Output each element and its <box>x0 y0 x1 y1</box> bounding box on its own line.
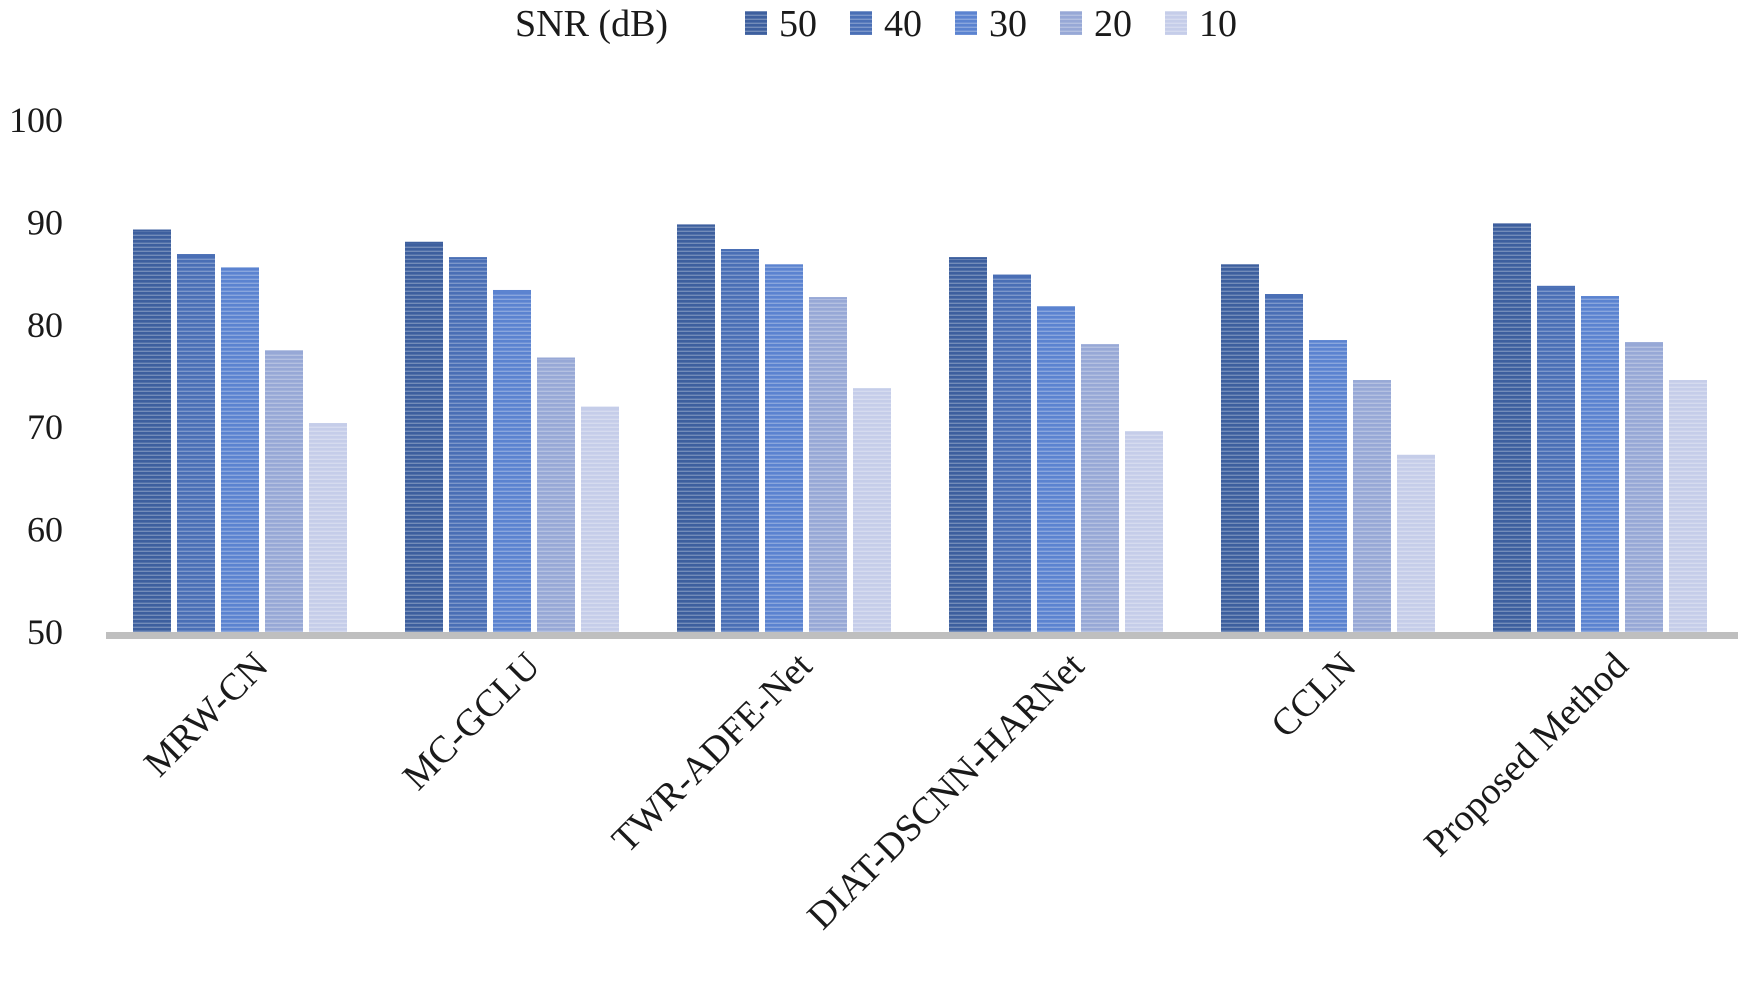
bar-proposed-method-snr-20 <box>1625 342 1663 632</box>
bar-cap <box>1397 454 1435 457</box>
bar-cap <box>493 289 531 292</box>
y-tick-label: 70 <box>27 407 63 447</box>
bar-diat-dscnn-harnet-snr-50 <box>949 257 987 632</box>
bar-cap <box>537 357 575 360</box>
bar-ccln-snr-10 <box>1397 454 1435 632</box>
bar-cap <box>1125 431 1163 434</box>
bar-mc-gclu-snr-10 <box>581 406 619 632</box>
x-category-label: MC-GCLU <box>395 645 549 799</box>
bar-cap <box>1537 285 1575 288</box>
x-category-label: Proposed Method <box>1416 645 1636 865</box>
bar-cap <box>177 254 215 257</box>
legend-swatch <box>850 11 872 35</box>
bar-cap <box>993 274 1031 277</box>
bar-diat-dscnn-harnet-snr-40 <box>993 274 1031 632</box>
bar-cap <box>949 257 987 260</box>
bar-proposed-method-snr-10 <box>1669 380 1707 632</box>
bar-ccln-snr-40 <box>1265 294 1303 632</box>
bar-mrw-cn-snr-40 <box>177 254 215 633</box>
legend-label: 30 <box>989 3 1027 45</box>
bar-mrw-cn-snr-30 <box>221 267 259 632</box>
legend-swatch <box>1060 11 1082 35</box>
bar-mc-gclu-snr-20 <box>537 357 575 632</box>
x-category-label: TWR-ADFE-Net <box>604 644 821 861</box>
x-category-label: MRW-CN <box>136 645 276 785</box>
bar-twr-adfe-net-snr-20 <box>809 297 847 632</box>
bar-mc-gclu-snr-30 <box>493 289 531 632</box>
bar-cap <box>677 224 715 227</box>
x-category-label: CCLN <box>1263 645 1364 746</box>
bar-cap <box>1265 294 1303 297</box>
bar-mrw-cn-snr-50 <box>133 229 171 632</box>
bar-cap <box>1037 306 1075 309</box>
legend-label: 40 <box>884 3 922 45</box>
bar-mrw-cn-snr-10 <box>309 423 347 632</box>
bar-ccln-snr-20 <box>1353 380 1391 632</box>
bar-cap <box>809 297 847 300</box>
bar-ccln-snr-50 <box>1221 264 1259 632</box>
bar-cap <box>1081 344 1119 347</box>
bar-cap <box>1669 380 1707 383</box>
x-axis-baseline <box>106 632 1738 639</box>
bar-cap <box>765 264 803 267</box>
legend-label: 10 <box>1199 3 1237 45</box>
bar-twr-adfe-net-snr-10 <box>853 388 891 632</box>
legend-swatch <box>745 11 767 35</box>
bar-cap <box>405 241 443 244</box>
x-axis: MRW-CN MC-GCLU TWR-ADFE-NetDIAT-DSCNN-HARN… <box>136 644 1636 937</box>
legend-label: 50 <box>779 3 817 45</box>
legend: SNR (dB) 50 40 30 20 10 <box>515 3 1237 45</box>
bar-cap <box>221 267 259 270</box>
legend-title: SNR (dB) <box>515 3 668 45</box>
bar-cap <box>581 406 619 409</box>
y-tick-label: 90 <box>27 202 63 242</box>
bar-proposed-method-snr-40 <box>1537 285 1575 632</box>
legend-swatch <box>1165 11 1187 35</box>
bars <box>133 223 1707 633</box>
bar-cap <box>1221 264 1259 267</box>
bar-twr-adfe-net-snr-30 <box>765 264 803 632</box>
bar-cap <box>721 249 759 252</box>
bar-mc-gclu-snr-50 <box>405 241 443 632</box>
bar-diat-dscnn-harnet-snr-30 <box>1037 306 1075 632</box>
bar-twr-adfe-net-snr-40 <box>721 249 759 633</box>
legend-swatch <box>955 11 977 35</box>
bar-cap <box>1353 380 1391 383</box>
bar-cap <box>1309 340 1347 343</box>
bar-diat-dscnn-harnet-snr-10 <box>1125 431 1163 632</box>
bar-cap <box>1581 296 1619 299</box>
bar-proposed-method-snr-30 <box>1581 296 1619 632</box>
bar-cap <box>265 350 303 353</box>
y-axis: 50 60 70 80 90 100 <box>9 100 63 652</box>
bar-cap <box>449 257 487 260</box>
bar-diat-dscnn-harnet-snr-20 <box>1081 344 1119 632</box>
bar-cap <box>1493 223 1531 226</box>
legend-label: 20 <box>1094 3 1132 45</box>
y-tick-label: 60 <box>27 510 63 550</box>
x-category-label: DIAT-DSCNN-HARNet <box>799 644 1092 937</box>
bar-ccln-snr-30 <box>1309 340 1347 632</box>
bar-mrw-cn-snr-20 <box>265 350 303 632</box>
y-tick-label: 100 <box>9 100 63 140</box>
bar-mc-gclu-snr-40 <box>449 257 487 632</box>
y-tick-label: 80 <box>27 305 63 345</box>
bar-proposed-method-snr-50 <box>1493 223 1531 632</box>
bar-cap <box>853 388 891 391</box>
bar-cap <box>1625 342 1663 345</box>
y-tick-label: 50 <box>27 612 63 652</box>
bar-cap <box>133 229 171 232</box>
bar-twr-adfe-net-snr-50 <box>677 224 715 632</box>
bar-cap <box>309 423 347 426</box>
